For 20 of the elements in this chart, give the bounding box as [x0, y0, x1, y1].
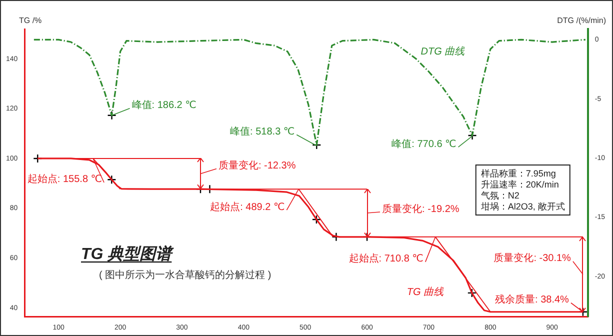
y-axis-title: TG /% — [19, 16, 42, 25]
annotation: 质量变化: -30.1% — [494, 252, 572, 264]
annotation: 峰值: 186.2 ℃ — [132, 99, 196, 112]
text: ( 图中所示为一水合草酸钙的分解过程 ) — [99, 269, 272, 281]
annotation: 峰值: 770.6 ℃ — [392, 138, 456, 150]
annotation: 起始点: 155.8 ℃ — [27, 173, 102, 186]
annotation: 升温速率：20K/min — [480, 179, 559, 190]
annotation: 气氛：N2 — [480, 190, 520, 200]
annotation: 起始点: 489.2 ℃ — [210, 200, 285, 213]
annotation: 质量变化: -12.3% — [218, 160, 296, 172]
text: TG 典型图谱 — [81, 245, 175, 263]
y2-axis-title: DTG /(%/min) — [557, 16, 606, 25]
annotation: 起始点: 710.8 ℃ — [348, 252, 424, 265]
text: TG 曲线 — [406, 286, 445, 298]
annotation: 样品称重：7.95mg — [480, 168, 556, 178]
annotation: 坩埚：Al2O3, 敞开式 — [480, 201, 565, 212]
series-label: DTG 曲线 — [420, 46, 466, 58]
annotation: 残余质量: 38.4% — [495, 294, 570, 306]
annotation: 质量变化: -19.2% — [382, 202, 460, 215]
annotation: 峰值: 518.3 ℃ — [230, 126, 295, 138]
